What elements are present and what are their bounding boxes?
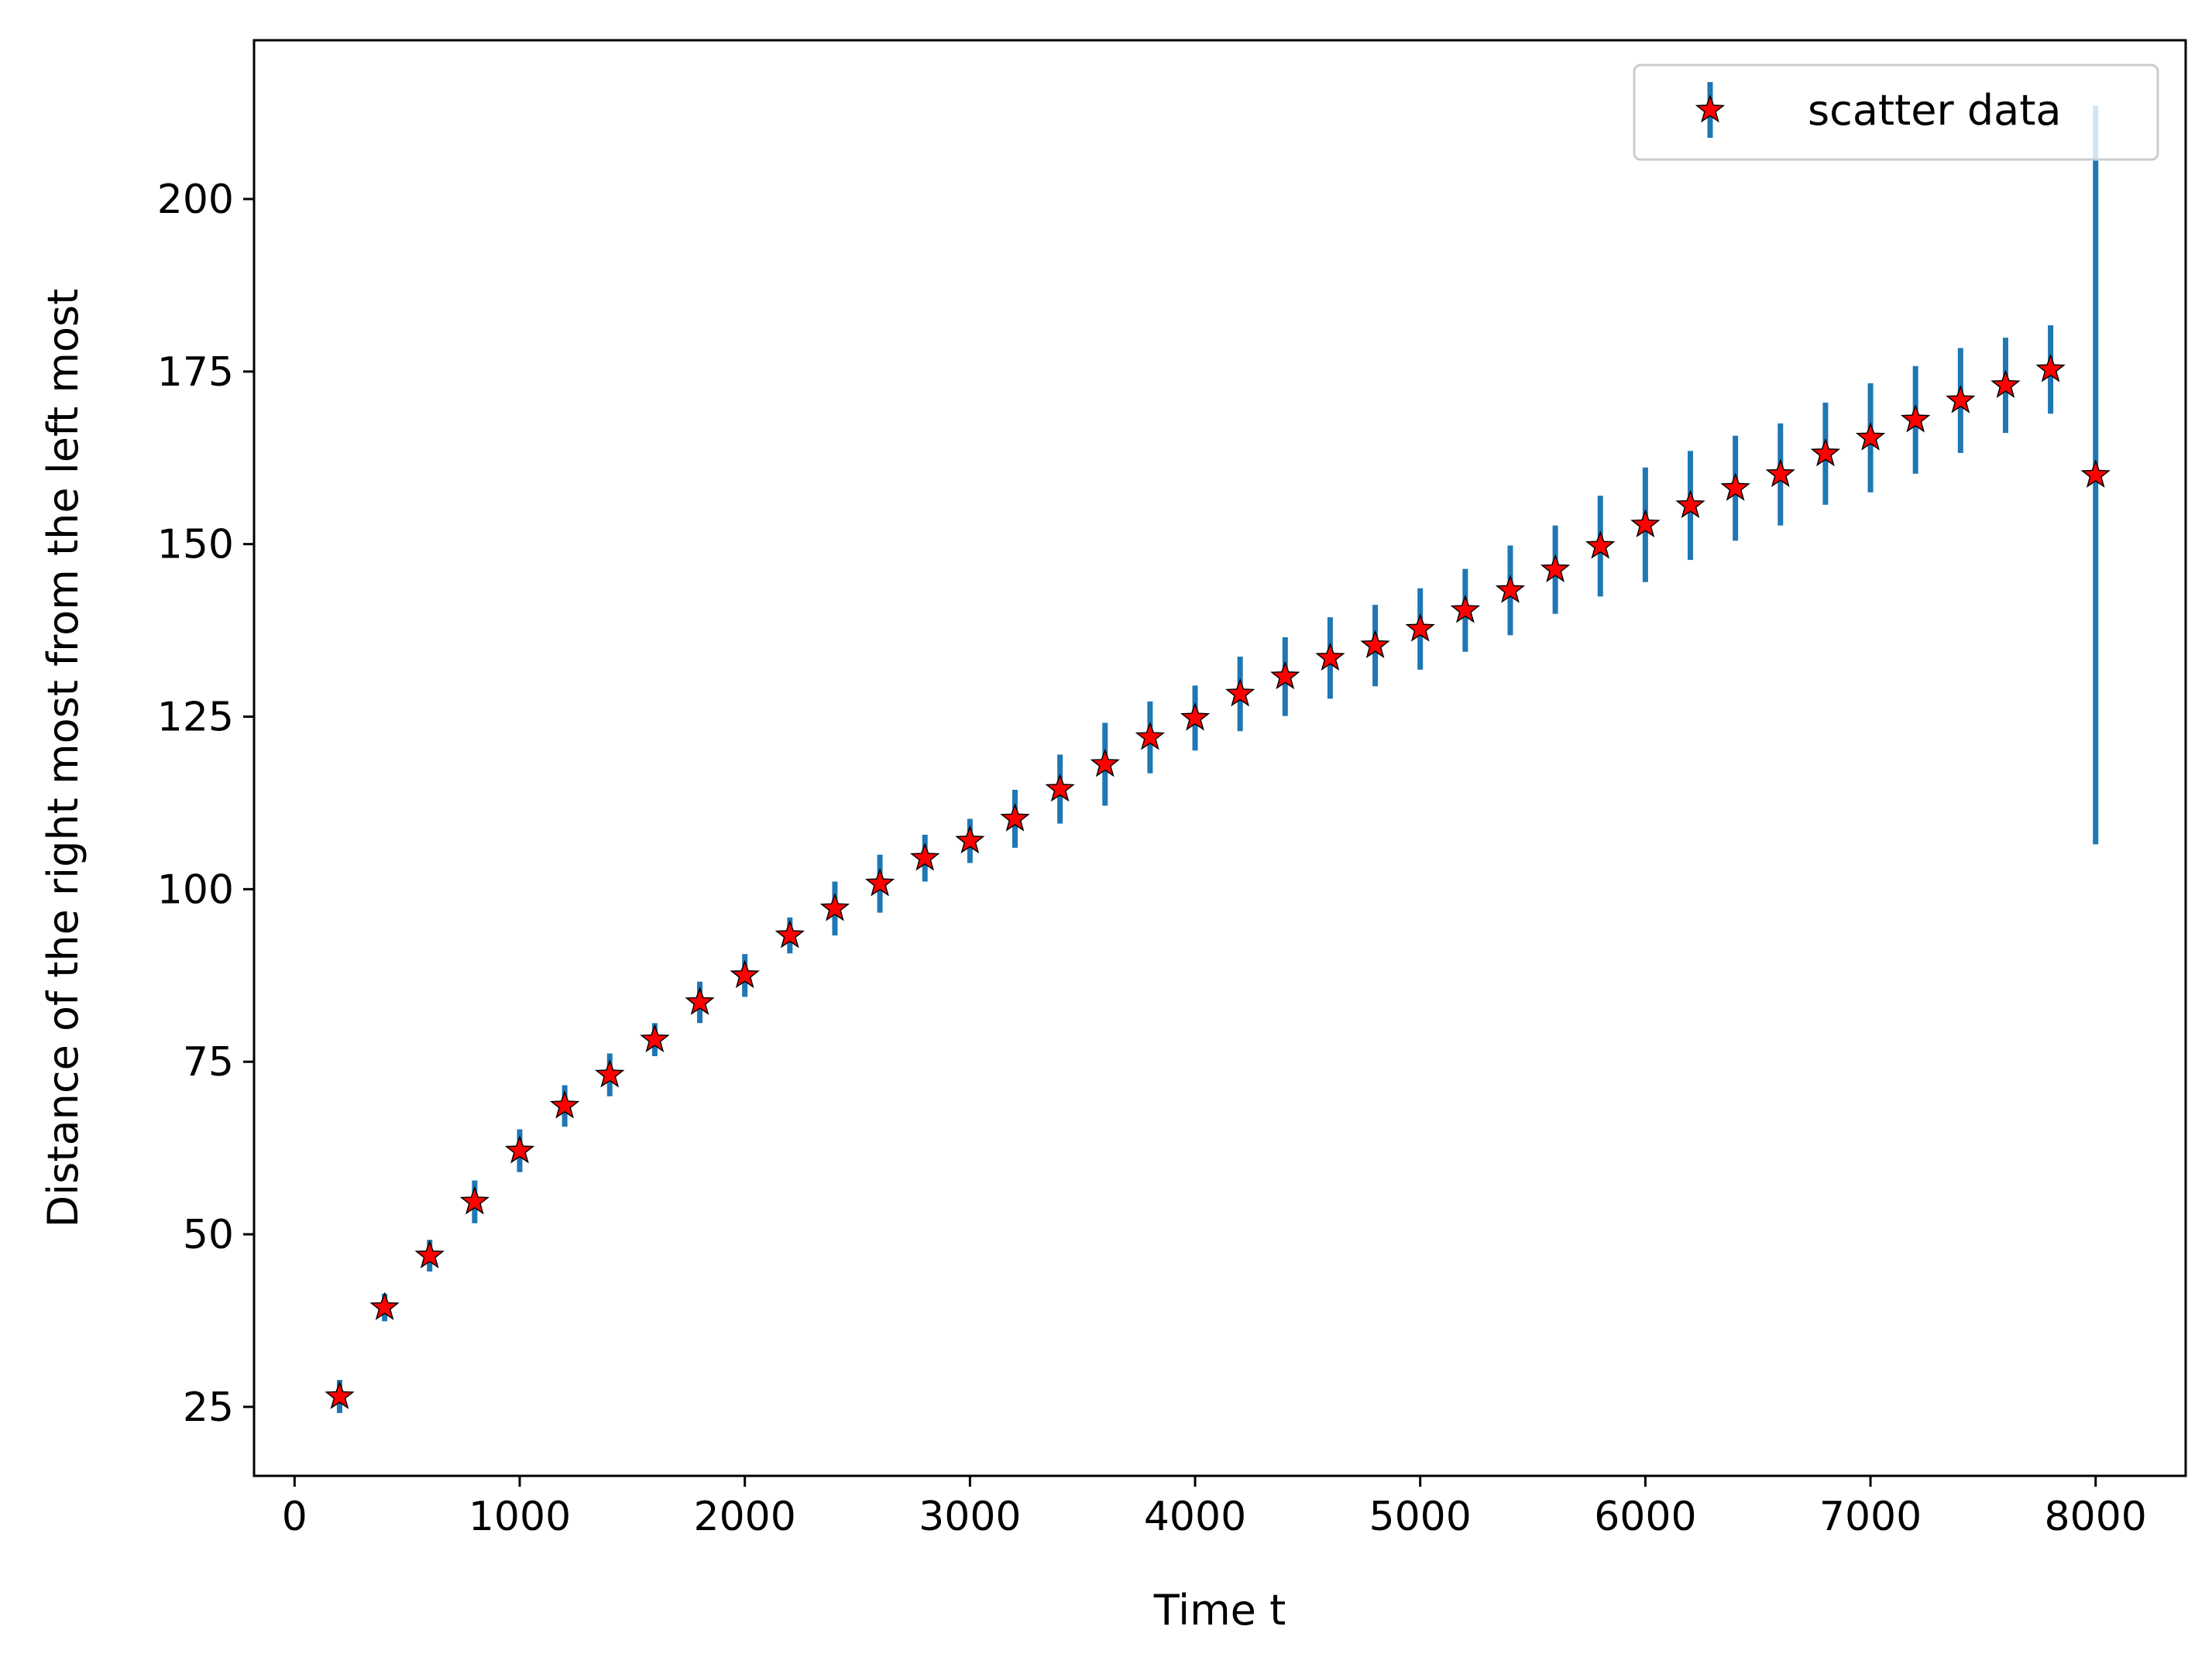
data-point-group bbox=[325, 354, 2111, 1409]
data-point-star bbox=[1315, 642, 1345, 671]
y-tick-label: 200 bbox=[157, 177, 234, 223]
data-point-star bbox=[685, 986, 715, 1015]
data-point-star bbox=[1405, 613, 1435, 642]
x-tick-label: 6000 bbox=[1594, 1494, 1696, 1540]
x-tick-label: 2000 bbox=[694, 1494, 796, 1540]
y-tick-label: 175 bbox=[157, 349, 234, 396]
y-tick-label: 125 bbox=[157, 695, 234, 741]
data-point-star bbox=[1360, 630, 1390, 659]
data-point-star bbox=[1540, 554, 1571, 582]
data-point-star bbox=[1675, 489, 1705, 519]
data-point-star bbox=[1090, 748, 1120, 777]
legend: scatter data bbox=[1633, 63, 2159, 161]
data-point-star bbox=[369, 1292, 400, 1320]
legend-box bbox=[1633, 63, 2159, 161]
data-point-star bbox=[1901, 404, 1931, 433]
data-point-star bbox=[2080, 459, 2111, 488]
data-point-star bbox=[1450, 595, 1481, 623]
data-point-star bbox=[414, 1240, 445, 1268]
data-point-star bbox=[864, 868, 895, 897]
data-point-star bbox=[1495, 575, 1526, 603]
data-point-star bbox=[2035, 354, 2066, 383]
data-point-star bbox=[955, 825, 985, 854]
data-point-star bbox=[1630, 509, 1661, 538]
y-tick-label: 75 bbox=[183, 1039, 234, 1086]
y-tick-label: 150 bbox=[157, 522, 234, 568]
data-point-star bbox=[1946, 385, 1976, 413]
data-point-star bbox=[1000, 803, 1030, 832]
data-point-star bbox=[640, 1024, 670, 1052]
data-point-star bbox=[1224, 678, 1255, 707]
legend-star-marker bbox=[1695, 94, 1726, 123]
data-point-star bbox=[1855, 422, 1886, 451]
legend-entry-scatter-data: scatter data bbox=[1808, 86, 2061, 135]
data-point-star bbox=[1270, 661, 1300, 690]
data-point-star bbox=[459, 1185, 490, 1215]
y-tick-label: 25 bbox=[183, 1384, 234, 1431]
y-axis-label: Distance of the right most from the left… bbox=[39, 289, 88, 1228]
y-tick-label: 100 bbox=[157, 866, 234, 913]
data-point-star bbox=[1585, 530, 1616, 559]
data-point-star bbox=[1135, 722, 1166, 750]
data-point-star bbox=[819, 893, 850, 921]
data-point-star bbox=[775, 919, 805, 949]
data-point-star bbox=[1990, 369, 2021, 398]
data-point-star bbox=[1045, 773, 1075, 802]
plot-area-frame bbox=[252, 39, 2187, 1477]
x-tick-label: 4000 bbox=[1144, 1494, 1246, 1540]
data-point-star bbox=[910, 842, 940, 871]
x-tick-label: 1000 bbox=[469, 1494, 571, 1540]
x-tick-label: 8000 bbox=[2045, 1494, 2147, 1540]
data-point-star bbox=[1810, 437, 1841, 467]
data-point-star bbox=[504, 1135, 535, 1164]
x-axis-label: Time t bbox=[1153, 1586, 1286, 1635]
x-tick-label: 3000 bbox=[919, 1494, 1021, 1540]
data-point-star bbox=[1720, 472, 1750, 501]
x-tick-label: 5000 bbox=[1369, 1494, 1472, 1540]
x-axis-ticks: 0 1000 2000 3000 4000 5000 6000 7000 8000 bbox=[282, 1476, 2147, 1540]
y-axis-ticks: 25 50 75 100 125 150 175 200 bbox=[157, 177, 254, 1431]
data-point-star bbox=[1180, 702, 1211, 731]
data-point-star bbox=[730, 959, 760, 989]
data-point-star bbox=[1765, 458, 1795, 487]
x-tick-label: 0 bbox=[282, 1494, 307, 1540]
data-point-star bbox=[325, 1381, 355, 1409]
data-point-star bbox=[595, 1059, 625, 1088]
x-tick-label: 7000 bbox=[1819, 1494, 1922, 1540]
y-tick-label: 50 bbox=[183, 1212, 234, 1258]
data-point-star bbox=[549, 1090, 580, 1119]
